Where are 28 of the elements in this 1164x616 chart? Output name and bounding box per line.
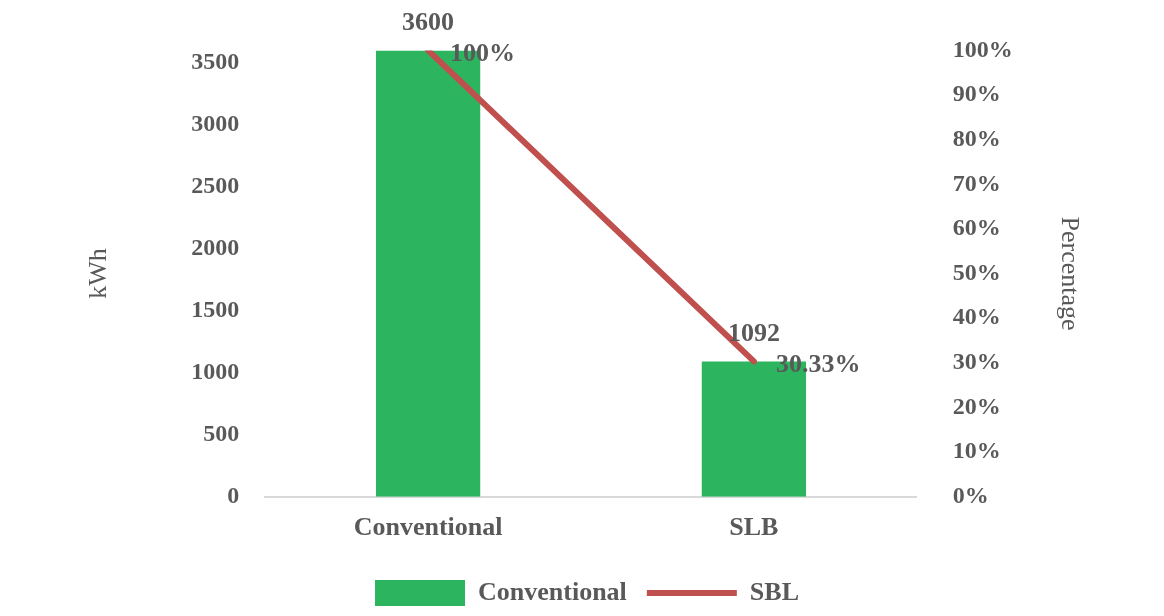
y-tick-label: 3500 — [191, 48, 240, 74]
y-tick-label: 0 — [227, 482, 240, 508]
y2-tick-label: 70% — [952, 169, 1001, 196]
y-tick-label: 2500 — [191, 172, 240, 198]
y2-tick-label: 100% — [952, 35, 1013, 62]
y-tick-label: 1500 — [191, 296, 240, 322]
y2-tick-label: 20% — [952, 392, 1001, 419]
legend-label: Conventional — [478, 576, 627, 606]
legend-label: SBL — [749, 576, 799, 606]
y2-tick-label: 10% — [952, 437, 1001, 464]
y2-tick-label: 0% — [952, 482, 989, 508]
data-label: 30.33% — [775, 349, 861, 379]
y2-tick-label: 80% — [952, 124, 1001, 151]
y-tick-label: 500 — [203, 420, 240, 446]
data-label: 3600 — [402, 7, 455, 37]
y2-tick-label: 40% — [952, 303, 1001, 330]
y2-tick-label: 90% — [952, 80, 1001, 107]
x-tick-label: SLB — [729, 512, 779, 542]
y2-tick-label: 50% — [952, 258, 1001, 285]
data-label: 1092 — [727, 318, 780, 348]
y2-tick-label: 60% — [952, 214, 1001, 241]
y2-axis-title: Percentage — [1055, 216, 1085, 331]
y-tick-label: 3000 — [191, 110, 240, 136]
y-tick-label: 2000 — [191, 234, 240, 260]
y2-tick-label: 30% — [952, 348, 1001, 375]
y-tick-label: 1000 — [191, 358, 240, 384]
data-label: 100% — [450, 38, 516, 68]
y-axis-title: kWh — [83, 248, 113, 299]
